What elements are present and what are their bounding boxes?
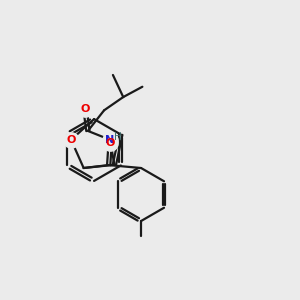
Text: O: O (80, 104, 90, 114)
Text: O: O (66, 135, 76, 145)
Text: N: N (105, 135, 115, 145)
Text: O: O (106, 138, 115, 148)
Text: H: H (114, 132, 122, 142)
